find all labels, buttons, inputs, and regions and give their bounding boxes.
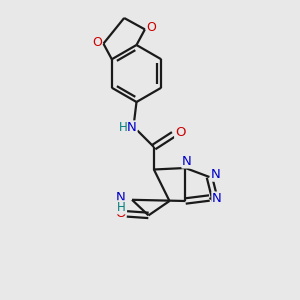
Text: O: O <box>92 36 102 49</box>
Text: N: N <box>116 191 125 204</box>
Text: O: O <box>175 126 185 140</box>
Text: O: O <box>115 207 126 220</box>
Text: N: N <box>211 168 221 181</box>
Text: O: O <box>147 21 156 34</box>
Text: N: N <box>212 192 222 205</box>
Text: H: H <box>118 121 127 134</box>
Text: N: N <box>127 121 137 134</box>
Text: H: H <box>117 201 125 214</box>
Text: N: N <box>182 155 192 168</box>
